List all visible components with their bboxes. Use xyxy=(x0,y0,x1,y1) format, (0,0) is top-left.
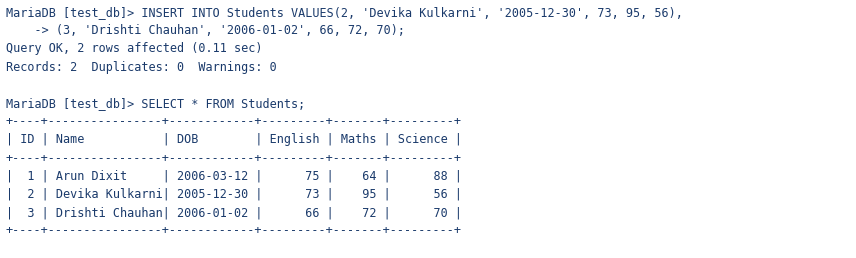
Text: |  1 | Arun Dixit     | 2006-03-12 |      75 |    64 |      88 |: | 1 | Arun Dixit | 2006-03-12 | 75 | 64 … xyxy=(6,170,462,183)
Text: Query OK, 2 rows affected (0.11 sec): Query OK, 2 rows affected (0.11 sec) xyxy=(6,42,263,55)
Text: MariaDB [test_db]> INSERT INTO Students VALUES(2, 'Devika Kulkarni', '2005-12-30: MariaDB [test_db]> INSERT INTO Students … xyxy=(6,6,683,19)
Text: |  2 | Devika Kulkarni| 2005-12-30 |      73 |    95 |      56 |: | 2 | Devika Kulkarni| 2005-12-30 | 73 |… xyxy=(6,188,462,201)
Text: | ID | Name           | DOB        | English | Maths | Science |: | ID | Name | DOB | English | Maths | Sc… xyxy=(6,133,462,146)
Text: +----+----------------+------------+---------+-------+---------+: +----+----------------+------------+----… xyxy=(6,224,462,237)
Text: +----+----------------+------------+---------+-------+---------+: +----+----------------+------------+----… xyxy=(6,152,462,165)
Text: MariaDB [test_db]> SELECT * FROM Students;: MariaDB [test_db]> SELECT * FROM Student… xyxy=(6,97,306,110)
Text: -> (3, 'Drishti Chauhan', '2006-01-02', 66, 72, 70);: -> (3, 'Drishti Chauhan', '2006-01-02', … xyxy=(6,24,405,37)
Text: +----+----------------+------------+---------+-------+---------+: +----+----------------+------------+----… xyxy=(6,115,462,128)
Text: Records: 2  Duplicates: 0  Warnings: 0: Records: 2 Duplicates: 0 Warnings: 0 xyxy=(6,61,276,74)
Text: |  3 | Drishti Chauhan| 2006-01-02 |      66 |    72 |      70 |: | 3 | Drishti Chauhan| 2006-01-02 | 66 |… xyxy=(6,206,462,219)
